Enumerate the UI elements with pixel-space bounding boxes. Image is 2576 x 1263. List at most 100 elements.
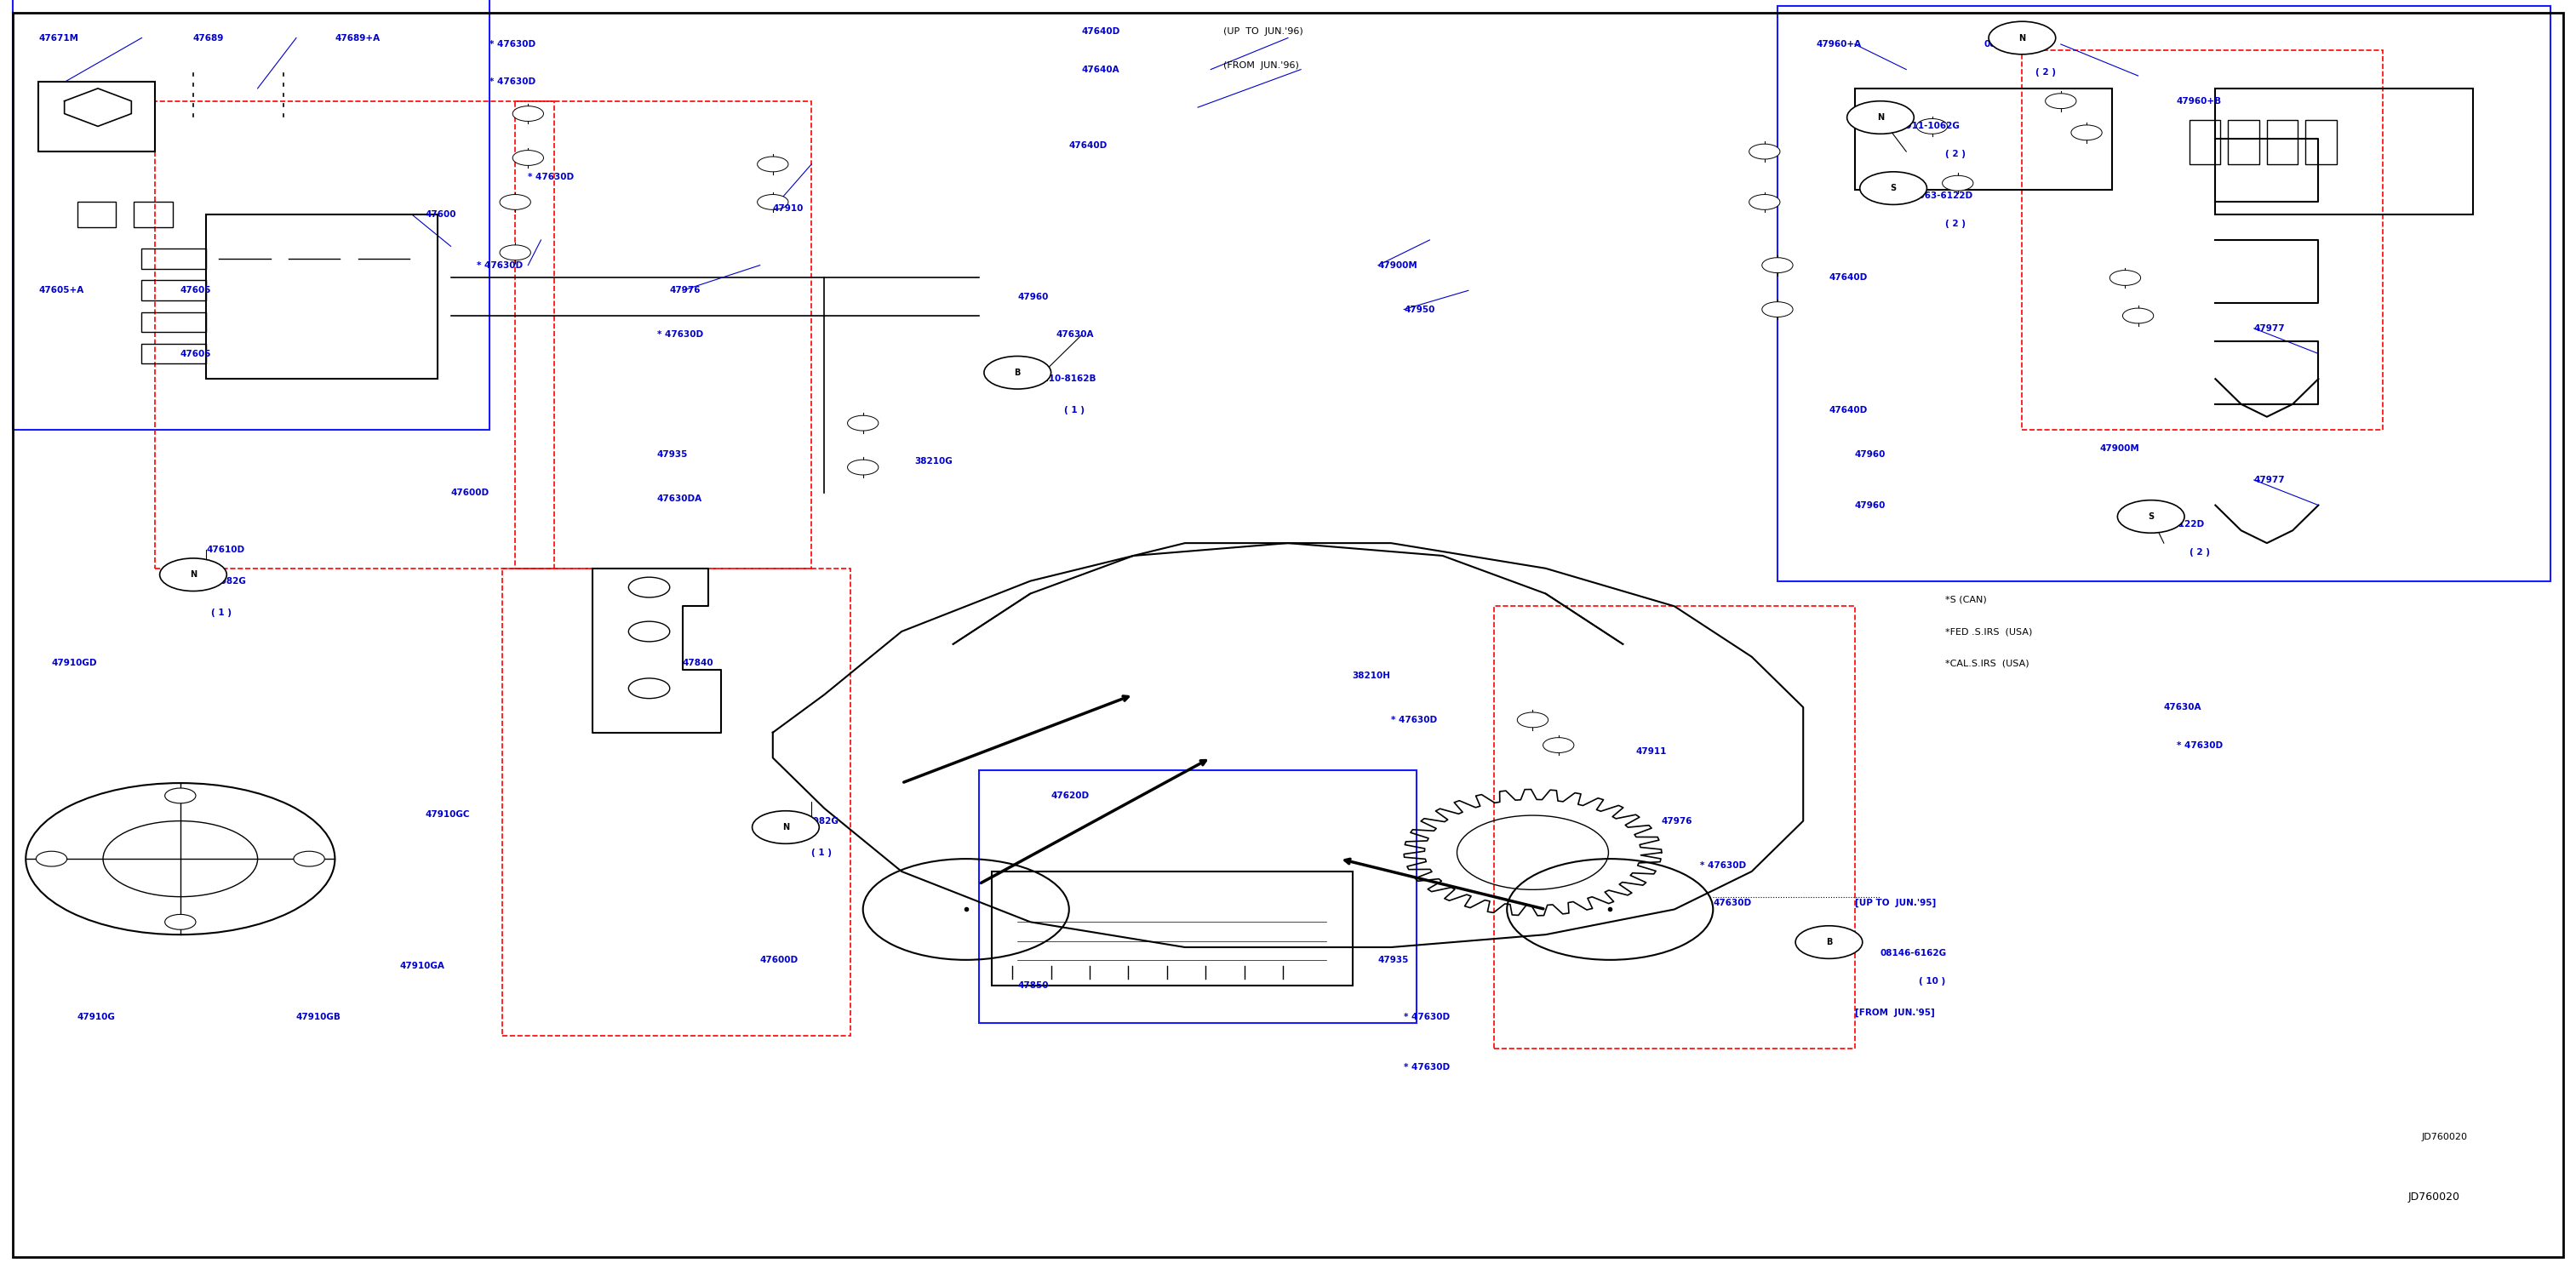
Text: 47640D: 47640D [1069, 141, 1108, 149]
Text: * 47630D: * 47630D [1700, 861, 1747, 869]
Text: *FED .S.IRS  (USA): *FED .S.IRS (USA) [1945, 628, 2032, 635]
Text: 47900M: 47900M [1378, 261, 1417, 269]
Text: (UP  TO  JUN.'96): (UP TO JUN.'96) [1224, 28, 1303, 35]
Text: B: B [1015, 369, 1020, 376]
Text: * 47630D: * 47630D [657, 331, 703, 338]
Circle shape [2110, 270, 2141, 285]
Circle shape [1942, 176, 1973, 191]
Circle shape [2071, 125, 2102, 140]
Circle shape [2045, 93, 2076, 109]
Text: S: S [2148, 513, 2154, 520]
Text: * 47630D: * 47630D [1404, 1063, 1450, 1071]
Text: 47935: 47935 [1378, 956, 1409, 964]
Text: ( 2 ): ( 2 ) [2190, 548, 2210, 556]
Circle shape [629, 621, 670, 642]
Text: 47640A: 47640A [1082, 66, 1121, 73]
Circle shape [1762, 258, 1793, 273]
Text: ( 2 ): ( 2 ) [1945, 150, 1965, 158]
Text: 47630DA: 47630DA [657, 495, 703, 503]
Text: 47977: 47977 [2254, 325, 2285, 332]
Circle shape [757, 195, 788, 210]
Circle shape [500, 195, 531, 210]
Text: JD760020: JD760020 [2421, 1133, 2468, 1140]
Text: 47630A: 47630A [2164, 703, 2202, 711]
Text: 47976: 47976 [1662, 817, 1692, 825]
Circle shape [1917, 119, 1947, 134]
Text: 47640D: 47640D [1829, 274, 1868, 282]
Text: ( 1 ): ( 1 ) [811, 849, 832, 856]
Text: ( 1 ): ( 1 ) [211, 609, 232, 616]
Circle shape [513, 150, 544, 165]
Text: 47900M: 47900M [2099, 445, 2138, 452]
Text: ( 2 ): ( 2 ) [2035, 68, 2056, 76]
Bar [1777, 6, 2550, 581]
Text: 47630D: 47630D [1713, 899, 1752, 907]
Bar [2022, 51, 2383, 429]
Circle shape [1860, 172, 1927, 205]
Bar [515, 101, 811, 568]
Circle shape [848, 460, 878, 475]
Circle shape [160, 558, 227, 591]
Text: JD760020: JD760020 [2409, 1192, 2460, 1202]
Text: 47640D: 47640D [1829, 407, 1868, 414]
Circle shape [165, 788, 196, 803]
Text: [FROM  JUN.'95]: [FROM JUN.'95] [1855, 1009, 1935, 1017]
Circle shape [1762, 302, 1793, 317]
Text: 47910GA: 47910GA [399, 962, 443, 970]
Text: N: N [1878, 114, 1883, 121]
Text: (FROM  JUN.'96): (FROM JUN.'96) [1224, 62, 1298, 69]
Text: 08911-1082G: 08911-1082G [180, 577, 247, 585]
Text: 47610D: 47610D [206, 546, 245, 553]
Text: ( 2 ): ( 2 ) [1945, 220, 1965, 227]
Text: *S (CAN): *S (CAN) [1945, 596, 1986, 604]
Text: 47977: 47977 [2254, 476, 2285, 484]
Text: 47605+A: 47605+A [39, 287, 85, 294]
Circle shape [757, 157, 788, 172]
Text: 47976: 47976 [670, 287, 701, 294]
Text: N: N [191, 571, 196, 578]
Bar [979, 770, 1417, 1023]
Text: 47910: 47910 [773, 205, 804, 212]
Text: [UP TO  JUN.'95]: [UP TO JUN.'95] [1855, 899, 1935, 907]
Circle shape [1543, 738, 1574, 753]
Text: 47960: 47960 [1855, 501, 1886, 509]
Circle shape [165, 914, 196, 930]
Text: 47950: 47950 [1404, 306, 1435, 313]
Text: * 47630D: * 47630D [489, 78, 536, 86]
Circle shape [2123, 308, 2154, 323]
Text: N: N [783, 823, 788, 831]
Text: 47640D: 47640D [1082, 28, 1121, 35]
Circle shape [629, 678, 670, 698]
Bar [1494, 606, 1855, 1048]
Bar [155, 101, 554, 568]
Text: 08911-1082G: 08911-1082G [773, 817, 840, 825]
Circle shape [1795, 926, 1862, 959]
Circle shape [1517, 712, 1548, 727]
Bar [13, 0, 489, 429]
Circle shape [629, 577, 670, 597]
Text: 47910GD: 47910GD [52, 659, 98, 667]
Text: 47600: 47600 [425, 211, 456, 218]
Text: 47671M: 47671M [39, 34, 80, 42]
Text: 08911-1062G: 08911-1062G [1893, 123, 1960, 130]
Text: * 47630D: * 47630D [477, 261, 523, 269]
Text: 08363-6122D: 08363-6122D [1906, 192, 1973, 200]
Text: * 47630D: * 47630D [1404, 1013, 1450, 1021]
Circle shape [1749, 144, 1780, 159]
Circle shape [848, 416, 878, 431]
Text: 47935: 47935 [657, 451, 688, 458]
Circle shape [984, 356, 1051, 389]
Text: * 47630D: * 47630D [489, 40, 536, 48]
Text: 47960+B: 47960+B [2177, 97, 2223, 105]
Text: N: N [2020, 34, 2025, 42]
Text: 47910GC: 47910GC [425, 811, 469, 818]
Text: 08110-8162B: 08110-8162B [1030, 375, 1097, 383]
Text: 08146-6162G: 08146-6162G [1880, 950, 1947, 957]
Text: 47600D: 47600D [451, 489, 489, 496]
Text: 47960+A: 47960+A [1816, 40, 1862, 48]
Text: 47689: 47689 [193, 34, 224, 42]
Text: 08363-6122D: 08363-6122D [2138, 520, 2205, 528]
Text: 38210H: 38210H [1352, 672, 1391, 679]
Text: 47850: 47850 [1018, 981, 1048, 989]
Text: 47605: 47605 [180, 350, 211, 357]
